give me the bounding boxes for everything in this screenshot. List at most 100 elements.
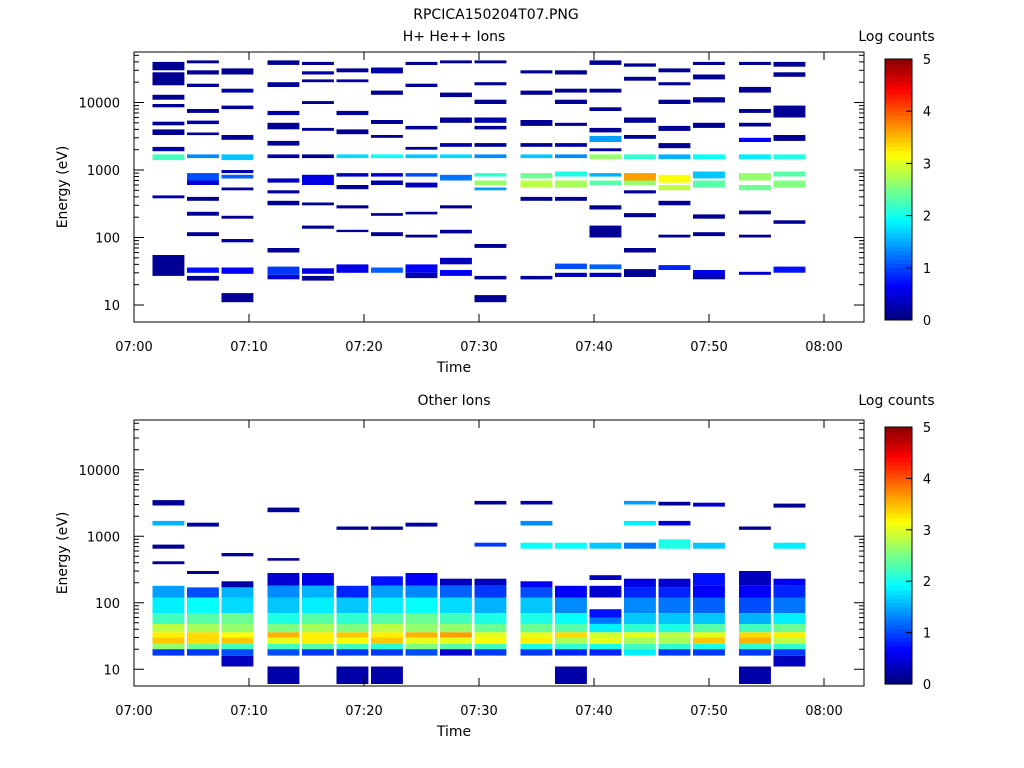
colorbar-segment: [885, 111, 912, 117]
heatmap-cell: [371, 154, 403, 159]
colorbar-segment: [885, 508, 912, 514]
heatmap-cell: [267, 585, 300, 598]
heatmap-cell: [773, 655, 806, 667]
heatmap-cell: [187, 522, 219, 527]
heatmap-cell: [624, 587, 656, 598]
heatmap-cell: [336, 185, 369, 190]
colorbar-segment: [885, 521, 912, 527]
heatmap-cell: [520, 196, 553, 201]
colorbar-segment: [885, 482, 912, 488]
heatmap-cell: [405, 173, 438, 177]
heatmap-cell: [187, 644, 219, 650]
heatmap-cell: [555, 644, 587, 650]
heatmap-cell: [405, 154, 438, 159]
heatmap-cell: [589, 542, 622, 549]
heatmap-cell: [152, 61, 185, 71]
heatmap-cell: [773, 220, 806, 224]
heatmap-cell: [405, 613, 438, 624]
heatmap-cell: [302, 632, 334, 638]
heatmap-cell: [693, 214, 725, 219]
heatmap-cell: [555, 99, 587, 104]
heatmap-cell: [520, 120, 553, 126]
heatmap-cell: [658, 174, 691, 183]
colorbar-label: Log counts: [858, 29, 934, 45]
heatmap-cell: [624, 63, 656, 67]
heatmap-cell: [555, 649, 587, 656]
heatmap-cell: [152, 637, 185, 644]
heatmap-cell: [187, 613, 219, 624]
heatmap-cell: [624, 190, 656, 194]
heatmap-cell: [624, 76, 656, 81]
colorbar-segment: [885, 611, 912, 617]
colorbar-segment: [885, 628, 912, 634]
heatmap-cell: [658, 632, 691, 638]
heatmap-cell: [555, 154, 587, 159]
heatmap-cell: [302, 61, 334, 65]
heatmap-cell: [555, 171, 587, 177]
colorbar-segment: [885, 154, 912, 160]
colorbar-segment: [885, 649, 912, 655]
colorbar-segment: [885, 555, 912, 561]
heatmap-cell: [555, 542, 587, 549]
heatmap-cell: [474, 624, 507, 633]
heatmap-cell: [221, 587, 254, 598]
heatmap-cell: [371, 637, 403, 644]
colorbar-segment: [885, 76, 912, 82]
colorbar-segment: [885, 85, 912, 90]
colorbar-segment: [885, 551, 912, 557]
heatmap-cell: [773, 624, 806, 633]
heatmap-cell: [555, 272, 587, 277]
heatmap-cell: [520, 644, 553, 650]
colorbar-segment: [885, 167, 912, 173]
heatmap-cell: [589, 585, 622, 598]
colorbar-tick-label: 3: [923, 157, 931, 172]
colorbar-segment: [885, 189, 912, 195]
heatmap-cell: [405, 624, 438, 633]
heatmap-cell: [371, 632, 403, 638]
heatmap-cell: [773, 61, 806, 67]
colorbar-segment: [885, 568, 912, 574]
heatmap-cell: [440, 649, 472, 656]
colorbar-segment: [885, 119, 912, 125]
colorbar-segment: [885, 581, 912, 587]
heatmap-cell: [267, 190, 300, 194]
heatmap-cell: [624, 173, 656, 181]
heatmap-cell: [520, 70, 553, 74]
colorbar-segment: [885, 589, 912, 595]
heatmap-cell: [589, 609, 622, 618]
heatmap-cell: [589, 617, 622, 624]
x-axis-label: Time: [436, 724, 471, 740]
heatmap-cell: [520, 632, 553, 638]
heatmap-cell: [405, 585, 438, 598]
x-tick-label: 07:40: [575, 340, 612, 355]
heatmap-cell: [440, 154, 472, 159]
heatmap-cell: [371, 135, 403, 138]
heatmap-cell: [152, 195, 185, 199]
colorbar-segment: [885, 124, 912, 130]
heatmap-cell: [474, 244, 507, 248]
colorbar-segment: [885, 67, 912, 73]
heatmap-cell: [440, 637, 472, 644]
x-tick-label: 07:00: [115, 340, 152, 355]
heatmap-cell: [474, 632, 507, 638]
heatmap-cell: [658, 234, 691, 238]
heatmap-cell: [187, 173, 219, 181]
heatmap-cell: [371, 267, 403, 273]
heatmap-cell: [474, 644, 507, 650]
heatmap-cell: [371, 213, 403, 216]
colorbar-tick-label: 5: [923, 421, 931, 436]
heatmap-cell: [267, 122, 300, 130]
heatmap-cell: [221, 187, 254, 191]
heatmap-cell: [520, 90, 553, 95]
heatmap-cell: [624, 500, 656, 505]
heatmap-cell: [187, 649, 219, 656]
y-tick-label: 100: [95, 232, 120, 247]
heatmap-cell: [624, 213, 656, 218]
heatmap-cell: [221, 655, 254, 667]
heatmap-cell: [267, 266, 300, 275]
heatmap-cell: [405, 522, 438, 527]
colorbar-segment: [885, 675, 912, 681]
heatmap-cell: [221, 624, 254, 633]
heatmap-cell: [221, 644, 254, 650]
heatmap-cell: [221, 637, 254, 644]
